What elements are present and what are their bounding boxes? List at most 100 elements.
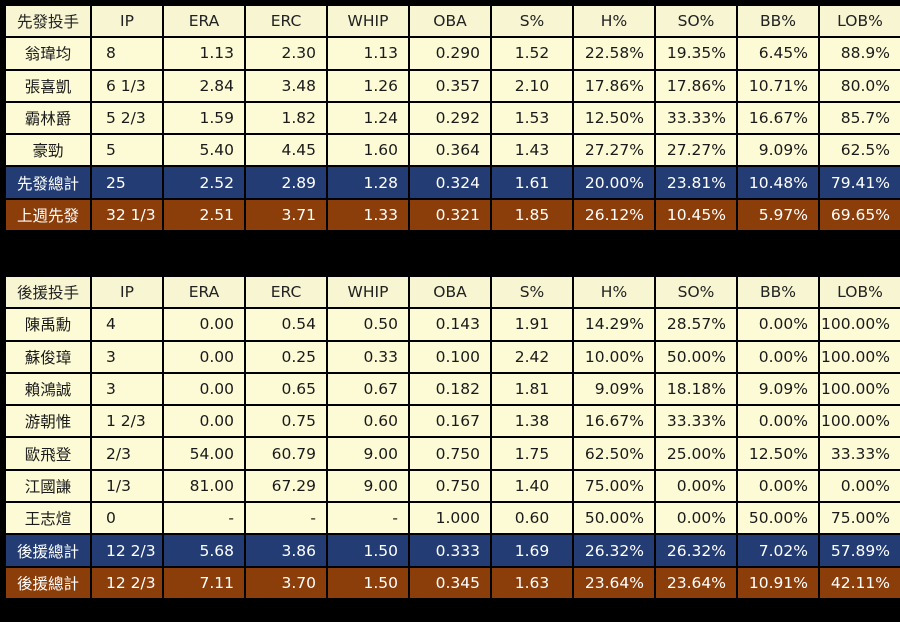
so-pct-cell: 27.27% (656, 135, 736, 166)
ip-cell: 5 (92, 135, 162, 166)
ip-cell: 8 (92, 38, 162, 69)
oba-cell: 0.321 (410, 199, 490, 231)
era-cell: 0.00 (164, 373, 244, 405)
erc-cell: 3.71 (246, 199, 326, 231)
bb-pct-cell: 6.45% (738, 38, 818, 69)
oba-cell: 0.333 (410, 535, 490, 566)
header-whip-cell: WHIP (328, 277, 408, 308)
whip-cell: 0.50 (328, 309, 408, 340)
bb-pct-cell: 5.97% (738, 199, 818, 231)
so-pct-cell: 0.00% (656, 470, 736, 502)
lob-pct-cell: 57.89% (820, 535, 900, 566)
lob-pct-cell: 100.00% (820, 309, 900, 340)
lob-pct-cell: 80.0% (820, 70, 900, 101)
whip-cell: 1.24 (328, 102, 408, 134)
so-pct-cell: 17.86% (656, 70, 736, 101)
total-row: 後援總計 12 2/3 5.68 3.86 1.50 0.333 1.69 26.32% 26.… (6, 535, 900, 566)
erc-cell: 3.86 (246, 535, 326, 566)
table-row: 游朝惟 1 2/3 0.00 0.75 0.60 0.167 1.38 16.67% 33.33… (6, 406, 900, 437)
s-pct-cell: 1.75 (492, 438, 572, 469)
ip-cell: 4 (92, 309, 162, 340)
s-pct-cell: 1.52 (492, 38, 572, 69)
ip-cell: 12 2/3 (92, 535, 162, 566)
oba-cell: 0.750 (410, 438, 490, 469)
table-row: 陳禹勳 4 0.00 0.54 0.50 0.143 1.91 14.29% 28.57% 0.0… (6, 309, 900, 340)
header-ip-cell: IP (92, 6, 162, 37)
name-cell: 先發總計 (6, 167, 90, 198)
s-pct-cell: 2.10 (492, 70, 572, 101)
header-h-pct-cell: H% (574, 6, 654, 37)
lob-pct-cell: 62.5% (820, 135, 900, 166)
bb-pct-cell: 10.48% (738, 167, 818, 198)
era-cell: 0.00 (164, 406, 244, 437)
whip-cell: 9.00 (328, 438, 408, 469)
h-pct-cell: 75.00% (574, 470, 654, 502)
whip-cell: 0.33 (328, 341, 408, 372)
oba-cell: 0.324 (410, 167, 490, 198)
h-pct-cell: 16.67% (574, 406, 654, 437)
header-name-cell: 先發投手 (6, 6, 90, 37)
h-pct-cell: 17.86% (574, 70, 654, 101)
total-row: 先發總計 25 2.52 2.89 1.28 0.324 1.61 20.00% 23.81% 1… (6, 167, 900, 198)
whip-cell: 1.50 (328, 535, 408, 566)
bb-pct-cell: 50.00% (738, 503, 818, 534)
lob-pct-cell: 100.00% (820, 341, 900, 372)
header-bb-pct-cell: BB% (738, 6, 818, 37)
era-cell: 1.13 (164, 38, 244, 69)
s-pct-cell: 1.40 (492, 470, 572, 502)
ip-cell: 3 (92, 341, 162, 372)
header-erc-cell: ERC (246, 6, 326, 37)
name-cell: 賴鴻誠 (6, 373, 90, 405)
so-pct-cell: 19.35% (656, 38, 736, 69)
s-pct-cell: 2.42 (492, 341, 572, 372)
table-row: 霸林爵 5 2/3 1.59 1.82 1.24 0.292 1.53 12.50% 33.33… (6, 102, 900, 134)
oba-cell: 0.167 (410, 406, 490, 437)
oba-cell: 0.290 (410, 38, 490, 69)
ip-cell: 0 (92, 503, 162, 534)
h-pct-cell: 12.50% (574, 102, 654, 134)
relievers-table: 後援投手 IP ERA ERC WHIP OBA S% H% SO% BB% LOB% 陳禹勳 4 0.0… (4, 275, 900, 600)
whip-cell: 9.00 (328, 470, 408, 502)
ip-cell: 1 2/3 (92, 406, 162, 437)
so-pct-cell: 18.18% (656, 373, 736, 405)
s-pct-cell: 1.38 (492, 406, 572, 437)
header-erc-cell: ERC (246, 277, 326, 308)
ip-cell: 6 1/3 (92, 70, 162, 101)
h-pct-cell: 9.09% (574, 373, 654, 405)
table-row: 豪勁 5 5.40 4.45 1.60 0.364 1.43 27.27% 27.27% 9.09… (6, 135, 900, 166)
h-pct-cell: 14.29% (574, 309, 654, 340)
so-pct-cell: 25.00% (656, 438, 736, 469)
erc-cell: 0.65 (246, 373, 326, 405)
erc-cell: 1.82 (246, 102, 326, 134)
ip-cell: 25 (92, 167, 162, 198)
erc-cell: 2.89 (246, 167, 326, 198)
header-s-pct-cell: S% (492, 277, 572, 308)
s-pct-cell: 1.61 (492, 167, 572, 198)
era-cell: 7.11 (164, 567, 244, 598)
erc-cell: 67.29 (246, 470, 326, 502)
name-cell: 蘇俊璋 (6, 341, 90, 372)
header-so-pct-cell: SO% (656, 6, 736, 37)
name-cell: 上週先發 (6, 199, 90, 231)
so-pct-cell: 0.00% (656, 503, 736, 534)
era-cell: - (164, 503, 244, 534)
bb-pct-cell: 12.50% (738, 438, 818, 469)
erc-cell: 3.70 (246, 567, 326, 598)
bb-pct-cell: 0.00% (738, 309, 818, 340)
lob-pct-cell: 42.11% (820, 567, 900, 598)
ip-cell: 5 2/3 (92, 102, 162, 134)
whip-cell: 1.28 (328, 167, 408, 198)
s-pct-cell: 1.53 (492, 102, 572, 134)
header-s-pct-cell: S% (492, 6, 572, 37)
lob-pct-cell: 75.00% (820, 503, 900, 534)
whip-cell: 1.50 (328, 567, 408, 598)
s-pct-cell: 1.81 (492, 373, 572, 405)
summary-row: 上週先發 32 1/3 2.51 3.71 1.33 0.321 1.85 26.12% 10.… (6, 199, 900, 231)
header-name-cell: 後援投手 (6, 277, 90, 308)
lob-pct-cell: 100.00% (820, 406, 900, 437)
erc-cell: - (246, 503, 326, 534)
oba-cell: 1.000 (410, 503, 490, 534)
oba-cell: 0.182 (410, 373, 490, 405)
h-pct-cell: 20.00% (574, 167, 654, 198)
ip-cell: 32 1/3 (92, 199, 162, 231)
